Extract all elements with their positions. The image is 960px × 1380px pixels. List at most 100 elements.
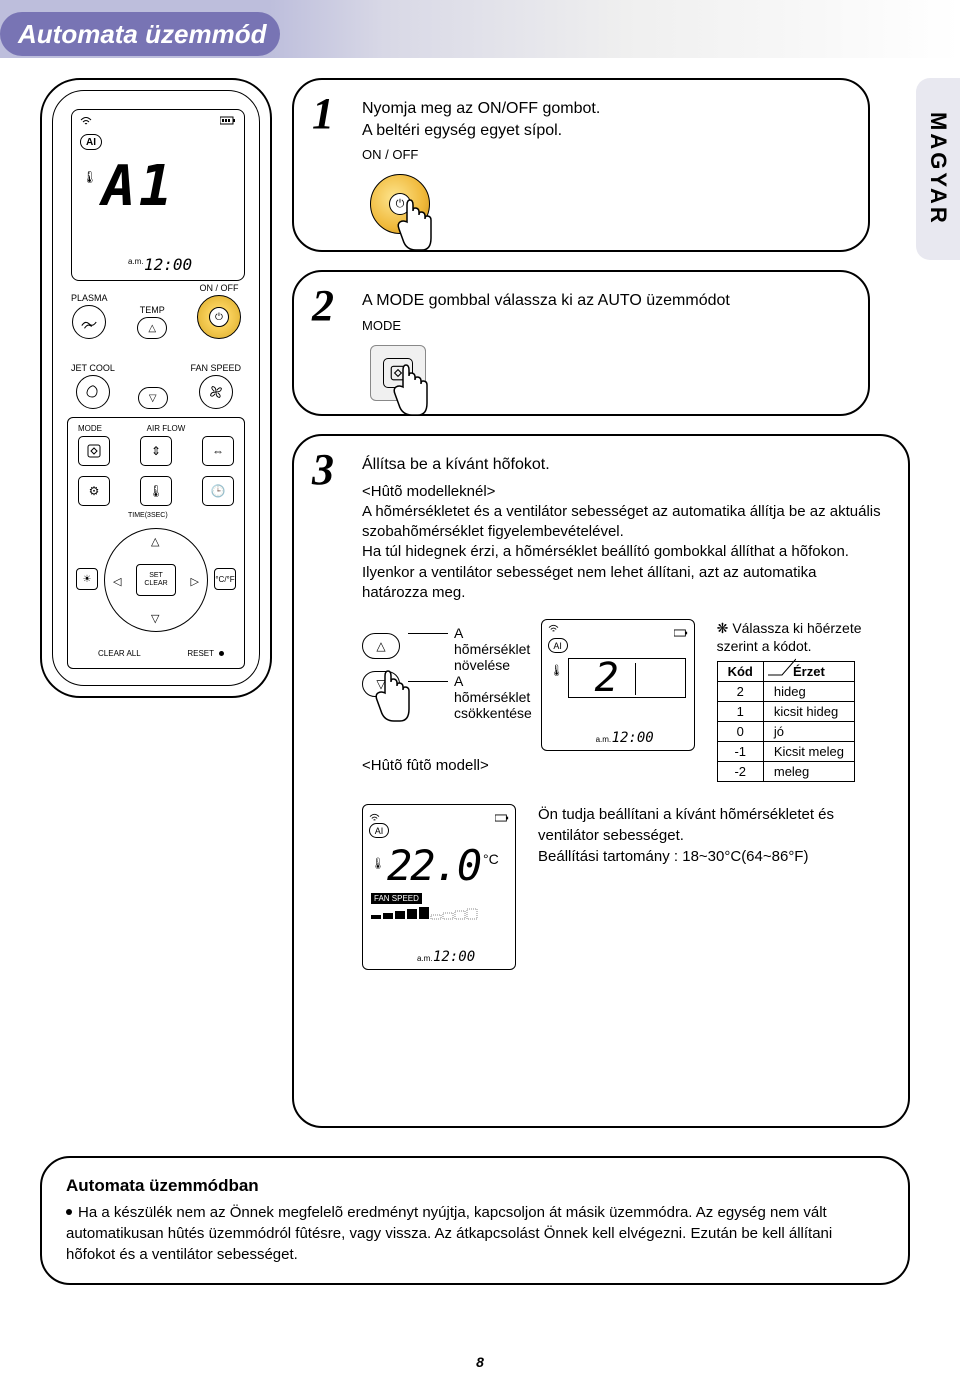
lcd-heat-unit: °C xyxy=(483,851,499,867)
lcd-clock: 12:00 xyxy=(144,255,192,274)
temp-up-demo: △ xyxy=(362,633,400,659)
table-row: 0jó xyxy=(717,722,854,742)
fanspeed-button[interactable] xyxy=(199,375,233,409)
dpad-center[interactable]: SET CLEAR xyxy=(136,564,176,596)
remote-row-2: JET COOL ▽ FAN SPEED xyxy=(71,359,241,409)
page-title: Automata üzemmód xyxy=(18,19,266,50)
temp-up-label: A hõmérséklet növelése xyxy=(454,625,541,673)
cool-model-label: <Hûtõ fûtõ modell> xyxy=(362,757,489,774)
callout-cross-icon: ❋ xyxy=(717,620,729,636)
onoff-label: ON / OFF xyxy=(199,283,238,293)
temp-down-button[interactable]: ▽ xyxy=(138,387,168,409)
clearall-label: CLEAR ALL xyxy=(98,649,141,658)
remote-row-1: PLASMA TEMP △ ON / OFF ⏻ xyxy=(71,289,241,339)
wifi-icon xyxy=(548,624,559,636)
jetcool-button[interactable] xyxy=(76,375,110,409)
page-number: 8 xyxy=(0,1354,960,1370)
fanspeed-badge: FAN SPEED xyxy=(371,893,422,904)
dpad: △ ▽ ◁ ▷ SET CLEAR xyxy=(104,528,208,632)
ai-badge: AI xyxy=(548,638,568,653)
mode-button[interactable] xyxy=(78,436,110,466)
ai-badge: AI xyxy=(80,134,102,150)
temp-up-button[interactable]: △ xyxy=(137,317,167,339)
mini-lcd-cool: AI 🌡 2 a.m. 12:00 xyxy=(541,619,695,751)
step-2-box: 2 A MODE gombbal válassza ki az AUTO üze… xyxy=(292,270,870,416)
heat-cool-block: AI 🌡 22.0 °C FAN SPEED xyxy=(362,804,884,970)
reset-button[interactable] xyxy=(219,651,224,656)
airflow-label: AIR FLOW xyxy=(147,424,186,433)
page-header: Automata üzemmód xyxy=(0,0,960,58)
remote-lcd: AI 🌡 A1 a.m. 12:00 xyxy=(71,109,245,281)
timer-button[interactable]: 🕒 xyxy=(202,476,234,506)
ai-badge: AI xyxy=(369,823,389,838)
dpad-down[interactable]: ▽ xyxy=(151,612,159,625)
table-row: 1kicsit hideg xyxy=(717,702,854,722)
step-3-body-text: A hõmérsékletet és a ventilátor sebesség… xyxy=(362,502,884,603)
table-row: -2meleg xyxy=(717,762,854,782)
plasma-label: PLASMA xyxy=(71,293,108,303)
step-3-subtitle: <Hûtõ modelleknél> xyxy=(362,482,884,502)
callout-text: Válassza ki hõérzete szerint a kódot. xyxy=(717,620,862,654)
hand-icon xyxy=(366,667,416,725)
hand-icon xyxy=(384,361,434,419)
lcd-clock: 12:00 xyxy=(612,730,654,746)
battery-icon xyxy=(495,809,509,827)
dpad-up[interactable]: △ xyxy=(151,535,159,548)
timer-temp-button[interactable]: 🌡 xyxy=(140,476,172,506)
bullet-icon xyxy=(66,1209,72,1215)
airflow-h-button[interactable]: ⇔ xyxy=(202,436,234,466)
remote-control: AI 🌡 A1 a.m. 12:00 PLASMA TEMP △ xyxy=(40,78,272,698)
thermometer-icon: 🌡 xyxy=(82,170,97,184)
step-1-line1: Nyomja meg az ON/OFF gombot. xyxy=(362,100,600,117)
step-2-press-illustration xyxy=(362,341,444,423)
lcd-am: a.m. xyxy=(417,954,433,963)
step-2-button-label: MODE xyxy=(362,318,844,333)
lcd-heat-temp: 22.0 xyxy=(387,841,480,890)
step-1-box: 1 Nyomja meg az ON/OFF gombot. A beltéri… xyxy=(292,78,870,252)
heat-line1: Ön tudja beállítani a kívánt hõmérséklet… xyxy=(538,804,884,846)
code-callout-block: ❋Válassza ki hõérzete szerint a kódot. K… xyxy=(717,619,884,782)
settings-button[interactable]: ⚙ xyxy=(78,476,110,506)
lcd-code: 2 xyxy=(595,655,619,701)
cf-button[interactable]: °C/°F xyxy=(214,568,236,590)
lcd-am: a.m. xyxy=(128,257,144,266)
fanspeed-bars xyxy=(371,907,491,926)
thermometer-icon: 🌡 xyxy=(550,664,564,677)
jetcool-label: JET COOL xyxy=(71,363,115,373)
heat-text: Ön tudja beállítani a kívánt hõmérséklet… xyxy=(538,804,884,970)
power-icon: ⏻ xyxy=(209,307,229,327)
airflow-v-button[interactable]: ⇕ xyxy=(140,436,172,466)
set-label: SET xyxy=(149,572,163,580)
header-title-box: Automata üzemmód xyxy=(0,12,280,56)
onoff-button[interactable]: ⏻ xyxy=(197,295,241,339)
side-left-button[interactable]: ☀ xyxy=(76,568,98,590)
step-1-press-illustration: ⏻ xyxy=(362,170,444,252)
language-tab: MAGYAR xyxy=(916,78,960,260)
heat-line2: Beállítási tartomány : 18~30°C(64~86°F) xyxy=(538,846,884,867)
step-2-number: 2 xyxy=(312,280,334,331)
mini-lcd-heat: AI 🌡 22.0 °C FAN SPEED xyxy=(362,804,516,970)
time-label: TIME(3SEC) xyxy=(128,512,168,519)
battery-icon xyxy=(220,116,236,128)
wifi-icon xyxy=(80,116,92,129)
temp-down-label: A hõmérséklet csökkentése xyxy=(454,673,541,721)
step-1-line2: A beltéri egység egyet sípol. xyxy=(362,122,562,139)
callout-line xyxy=(768,655,796,685)
dpad-right[interactable]: ▷ xyxy=(191,575,199,588)
temp-label: TEMP xyxy=(140,305,165,315)
step-1-number: 1 xyxy=(312,88,334,139)
lcd-temp-value: A1 xyxy=(102,154,175,219)
battery-icon xyxy=(674,624,688,642)
plasma-button[interactable] xyxy=(72,305,106,339)
fanspeed-label: FAN SPEED xyxy=(190,363,241,373)
step-3-number: 3 xyxy=(312,444,334,495)
dpad-left[interactable]: ◁ xyxy=(113,575,121,588)
hand-icon xyxy=(388,196,438,254)
remote-inner: AI 🌡 A1 a.m. 12:00 PLASMA TEMP △ xyxy=(52,90,260,686)
language-label: MAGYAR xyxy=(925,112,951,226)
remote-lower-panel: MODE AIR FLOW x ⇕ ⇔ ⚙ 🌡 🕒 TIME(3SEC) xyxy=(67,417,245,669)
bottom-note-box: Automata üzemmódban Ha a készülék nem az… xyxy=(40,1156,910,1285)
lcd-clock: 12:00 xyxy=(433,949,475,965)
code-th1: Kód xyxy=(717,662,763,682)
step-2-line1: A MODE gombbal válassza ki az AUTO üzemm… xyxy=(362,292,730,309)
